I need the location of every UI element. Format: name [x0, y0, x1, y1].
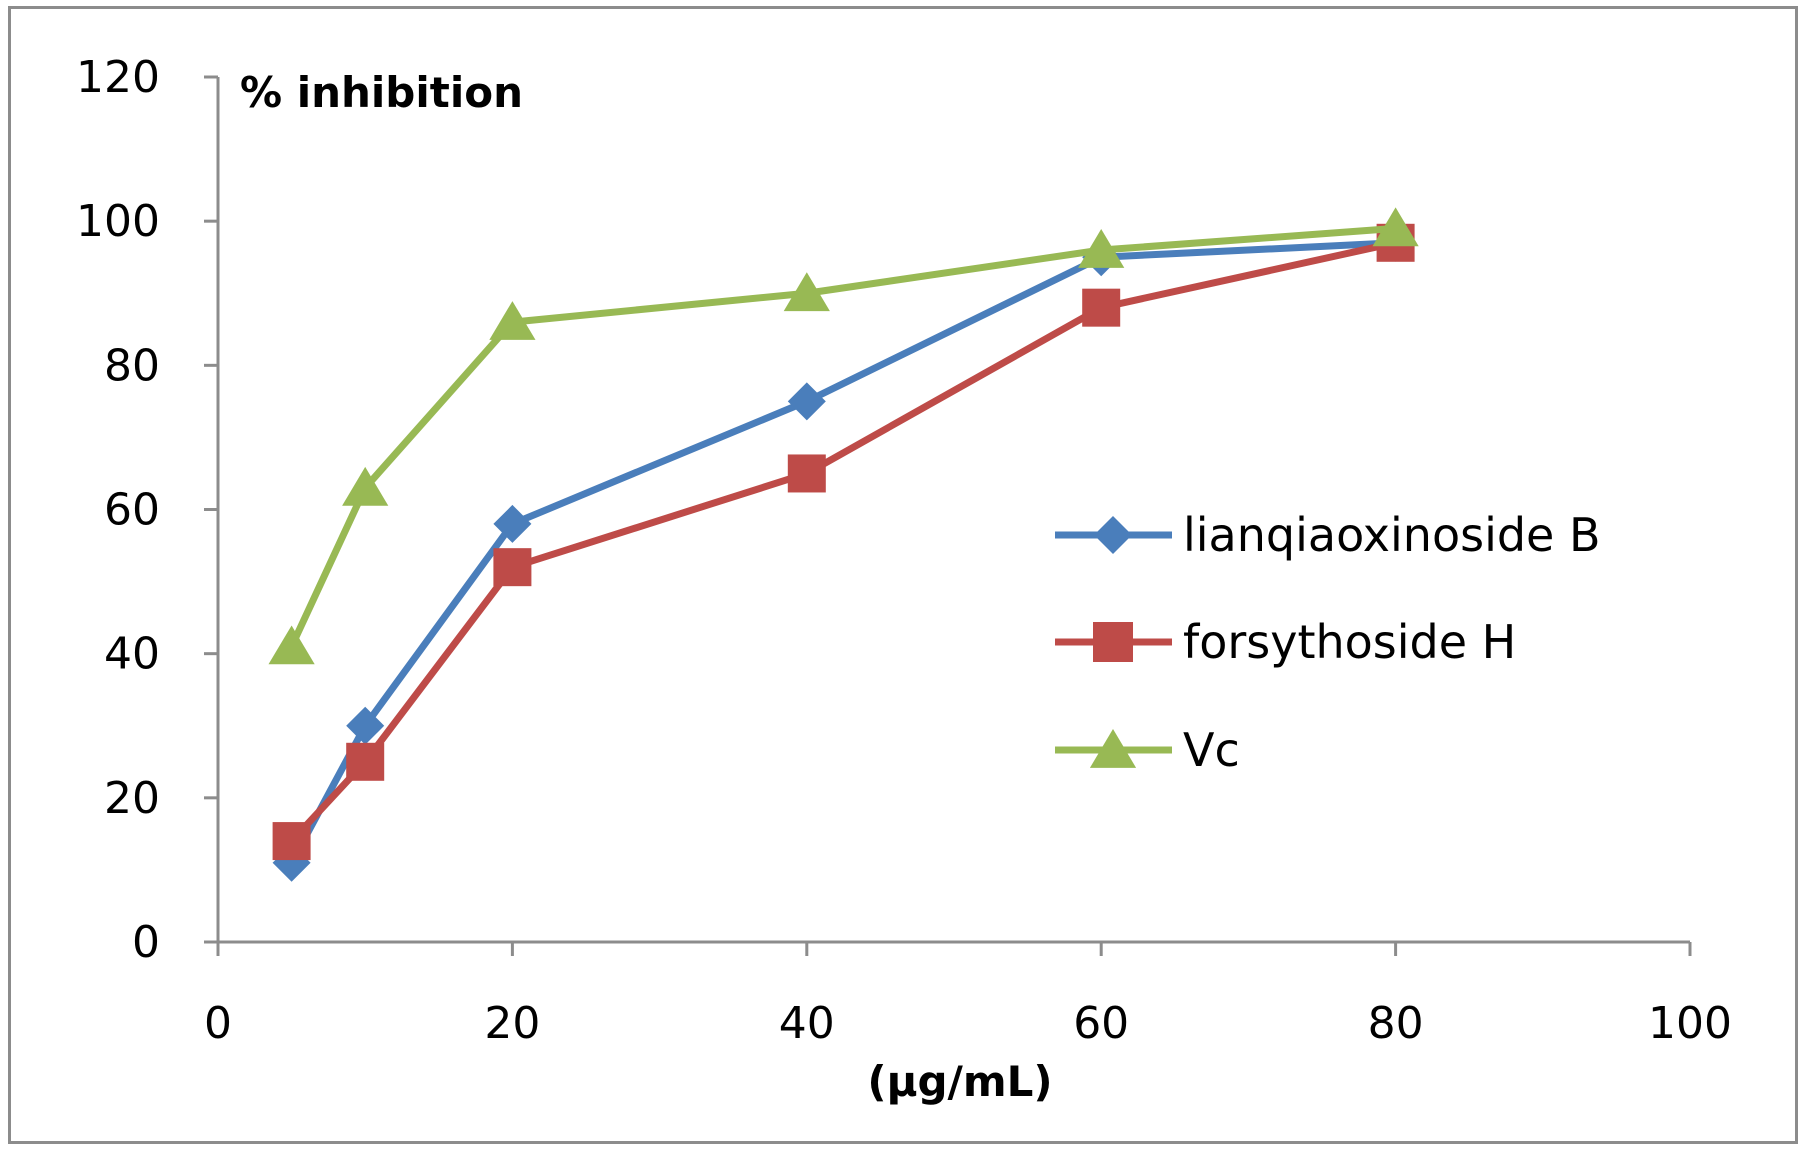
y-tick-label: 0 [132, 917, 160, 968]
legend: lianqiaoxinoside B forsythoside H Vc [1055, 508, 1601, 777]
data-point [787, 454, 826, 493]
x-tick-label: 0 [204, 998, 232, 1049]
x-tick-label: 20 [484, 998, 540, 1049]
data-point [493, 504, 532, 543]
legend-marker [1093, 622, 1133, 662]
data-point [1078, 229, 1125, 268]
data-point [268, 625, 315, 665]
data-point [787, 382, 826, 421]
y-tick-label: 100 [76, 196, 160, 247]
x-tick-label: 40 [779, 998, 835, 1049]
data-point [489, 301, 536, 340]
legend-marker [1089, 729, 1137, 768]
series-vc [268, 207, 1419, 665]
y-tick-label: 20 [104, 773, 160, 824]
series-forsythoside-h [272, 223, 1415, 861]
x-axis-title: (μg/mL) [867, 1057, 1052, 1106]
legend-label: Vc [1183, 723, 1240, 777]
data-point [1372, 207, 1419, 247]
data-point [342, 466, 389, 506]
legend-marker [1094, 516, 1132, 554]
legend-label: forsythoside H [1183, 615, 1516, 669]
data-point [346, 706, 385, 745]
data-point [272, 822, 311, 861]
data-point [1082, 288, 1121, 327]
y-tick-label: 60 [104, 485, 160, 536]
chart-frame [8, 6, 1798, 1144]
series-line [288, 224, 1396, 648]
x-tick-label: 100 [1648, 998, 1732, 1049]
series-layer [268, 207, 1419, 882]
ticks: 0 20 40 60 80 100 120 0 20 40 60 80 100 [76, 52, 1732, 1049]
y-tick-label: 120 [76, 52, 160, 103]
data-point [493, 548, 532, 587]
y-tick-label: 80 [104, 340, 160, 391]
y-tick-label: 40 [104, 629, 160, 680]
data-point [346, 742, 385, 781]
x-tick-label: 80 [1368, 998, 1424, 1049]
x-tick-label: 60 [1073, 998, 1129, 1049]
legend-label: lianqiaoxinoside B [1183, 508, 1601, 562]
data-point [783, 272, 830, 312]
y-axis-title: % inhibition [240, 68, 523, 117]
